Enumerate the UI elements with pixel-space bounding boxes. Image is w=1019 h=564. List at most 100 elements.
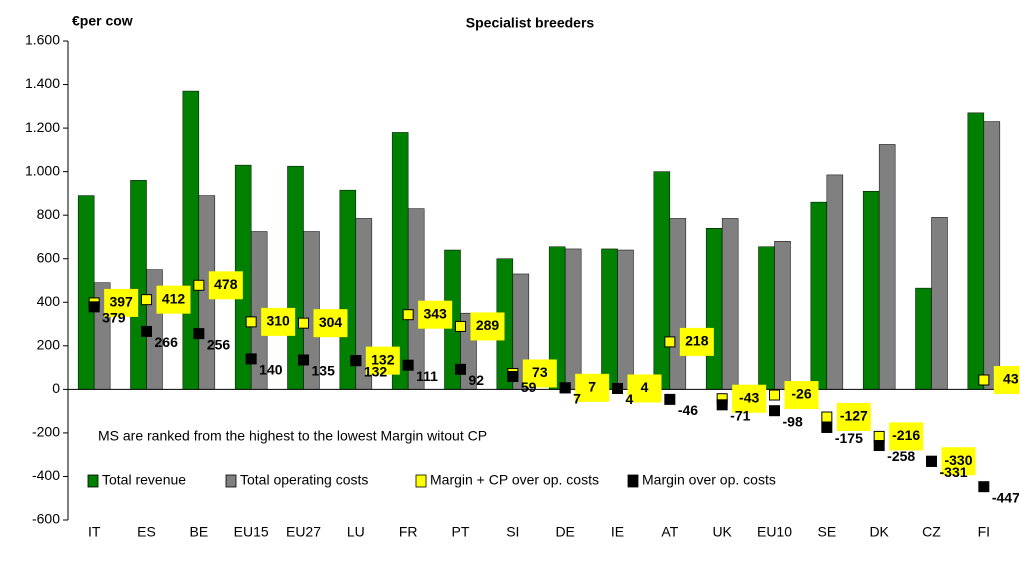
- data-label: -330: [944, 452, 972, 468]
- x-tick-label: FR: [399, 524, 418, 540]
- bar: [564, 248, 582, 390]
- marker: [245, 316, 257, 328]
- label-box: [313, 309, 348, 338]
- marker: [402, 309, 414, 321]
- data-label: -331: [940, 464, 968, 480]
- x-tick-label: ES: [137, 524, 156, 540]
- marker: [298, 354, 309, 366]
- data-label: -98: [783, 413, 803, 429]
- marker: [873, 430, 885, 442]
- x-tick-label: IT: [88, 524, 101, 540]
- bar: [653, 171, 671, 390]
- data-label: 256: [207, 336, 231, 352]
- marker: [664, 336, 676, 348]
- label-box: [156, 285, 191, 314]
- data-label: 379: [102, 310, 126, 326]
- marker: [455, 320, 466, 332]
- bar: [862, 190, 880, 390]
- bar: [983, 121, 1001, 390]
- bar: [617, 249, 634, 390]
- data-label: 59: [521, 379, 537, 395]
- label-box: [522, 359, 557, 388]
- bar: [810, 201, 828, 390]
- label-box: [679, 327, 714, 356]
- marker: [821, 421, 833, 433]
- x-tick-label: SI: [506, 524, 519, 540]
- data-label: -216: [892, 427, 920, 443]
- marker: [350, 355, 362, 367]
- data-label: 135: [312, 363, 336, 379]
- label-box: [784, 381, 819, 410]
- data-label: 4: [641, 379, 649, 395]
- legend-label: Total revenue: [102, 472, 186, 488]
- x-tick-label: SE: [817, 524, 836, 540]
- annotation: MS are ranked from the highest to the lo…: [98, 428, 487, 444]
- x-tick-label: AT: [661, 524, 678, 540]
- y-tick-label: 1.600: [25, 32, 60, 48]
- bar: [878, 144, 896, 390]
- y-tick-label: -600: [32, 511, 60, 527]
- data-label: 7: [573, 391, 581, 407]
- x-tick-label: EU27: [286, 524, 321, 540]
- marker: [978, 481, 990, 493]
- data-label: 412: [162, 290, 186, 306]
- data-label: 7: [588, 379, 596, 395]
- data-label: -258: [887, 448, 915, 464]
- marker: [245, 353, 257, 365]
- x-tick-label: CZ: [922, 524, 941, 540]
- data-label: 218: [685, 333, 709, 349]
- x-tick-label: FI: [978, 524, 990, 540]
- data-label: 397: [109, 294, 133, 310]
- marker: [769, 389, 780, 401]
- bar: [130, 180, 147, 390]
- legend-label: Margin + CP over op. costs: [430, 472, 599, 488]
- marker: [769, 405, 780, 417]
- marker: [507, 371, 519, 383]
- chart-title: Specialist breeders: [466, 15, 595, 31]
- marker: [821, 411, 833, 423]
- marker: [559, 382, 571, 394]
- data-label: 478: [214, 276, 238, 292]
- y-tick-label: 200: [37, 337, 61, 353]
- bar: [826, 174, 844, 390]
- marker: [141, 294, 152, 306]
- data-label: 73: [532, 364, 548, 380]
- data-label: -46: [678, 402, 698, 418]
- marker: [664, 393, 676, 405]
- bar: [967, 112, 985, 390]
- y-tick-label: 1.000: [25, 162, 60, 178]
- marker: [716, 399, 728, 411]
- marker: [926, 455, 937, 467]
- bar: [915, 287, 932, 390]
- x-tick-label: PT: [452, 524, 470, 540]
- y-tick-label: 800: [37, 206, 61, 222]
- y-tick-label: 1.400: [25, 75, 60, 91]
- x-tick-label: DE: [555, 524, 574, 540]
- y-tick-label: 600: [37, 249, 61, 265]
- label-box: [993, 366, 1019, 395]
- label-box: [575, 373, 610, 402]
- marker: [612, 382, 623, 394]
- marker: [402, 359, 414, 371]
- data-label: -43: [739, 389, 759, 405]
- legend-swatch: [415, 474, 427, 488]
- data-label: 43: [1003, 371, 1019, 387]
- bar: [705, 227, 723, 390]
- label-box: [104, 288, 139, 317]
- x-tick-label: BE: [189, 524, 208, 540]
- label-box: [627, 374, 662, 403]
- legend-swatch: [87, 474, 99, 488]
- y-tick-label: -400: [32, 467, 60, 483]
- marker: [298, 317, 309, 329]
- data-label: 4: [626, 391, 634, 407]
- x-tick-label: EU10: [757, 524, 792, 540]
- data-label: 343: [423, 305, 447, 321]
- y-tick-label: 0: [52, 380, 60, 396]
- bar: [774, 241, 791, 390]
- label-box: [365, 346, 400, 375]
- data-label: 289: [476, 317, 500, 333]
- label-box: [208, 271, 243, 300]
- data-label: 111: [416, 368, 438, 384]
- data-label: -175: [835, 430, 863, 446]
